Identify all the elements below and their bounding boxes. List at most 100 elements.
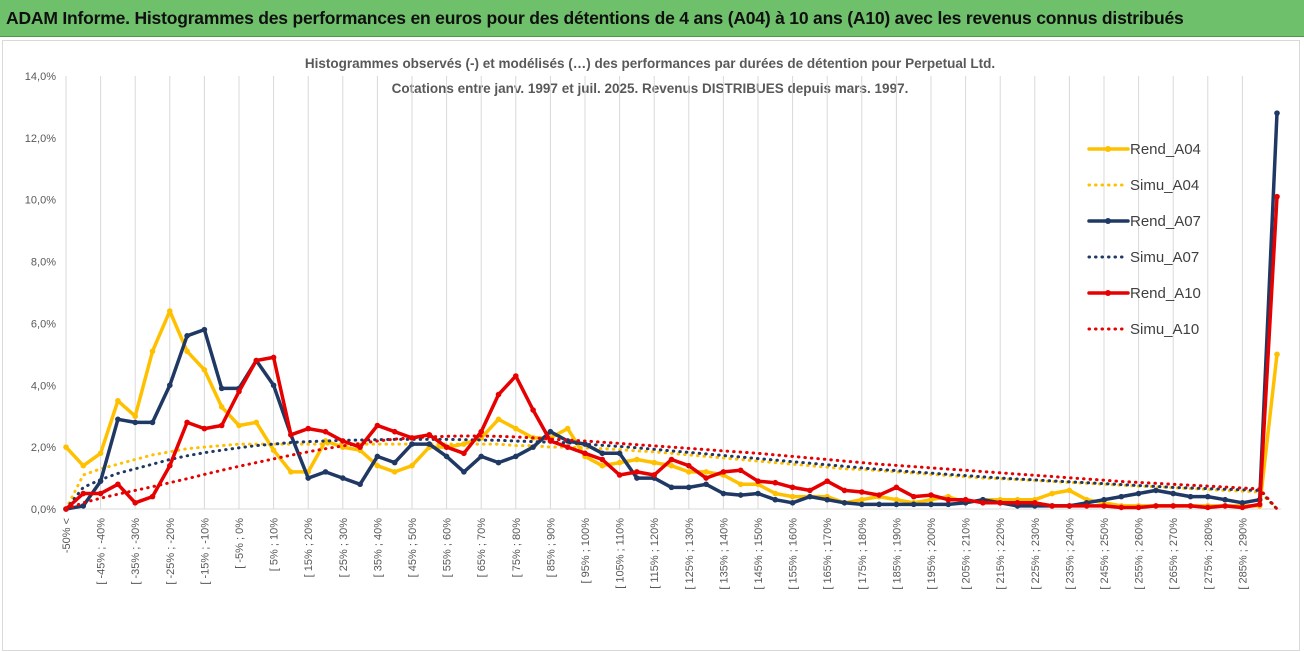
data-point-Rend_A07 <box>184 333 190 339</box>
data-point-Rend_A07 <box>322 469 329 475</box>
data-point-Rend_A07 <box>149 419 156 426</box>
data-point-Rend_A07 <box>305 475 312 481</box>
data-point-Rend_A10 <box>962 496 969 503</box>
data-point-Rend_A07 <box>80 503 87 509</box>
data-point-Rend_A07 <box>1187 493 1194 500</box>
data-point-Rend_A04 <box>253 419 260 426</box>
data-point-Rend_A10 <box>253 357 260 364</box>
data-point-Rend_A07 <box>634 475 640 481</box>
data-point-Rend_A07 <box>686 484 692 491</box>
legend-marker-Rend_A04 <box>1105 146 1111 152</box>
data-point-Rend_A04 <box>322 438 329 444</box>
data-point-Rend_A10 <box>149 493 156 500</box>
data-point-Rend_A07 <box>530 444 536 450</box>
data-point-Rend_A07 <box>495 459 502 466</box>
x-tick-label: [ 155% ; 160% <box>788 518 800 590</box>
x-tick-label: [ 195% ; 200% <box>926 518 938 590</box>
legend-label-Rend_A04: Rend_A04 <box>1130 141 1201 158</box>
data-point-Rend_A04 <box>495 416 502 423</box>
data-point-Rend_A04 <box>97 450 104 457</box>
data-point-Rend_A10 <box>824 478 830 484</box>
data-point-Rend_A04 <box>115 397 121 404</box>
y-tick-label: 12,0% <box>25 133 56 145</box>
x-tick-label: [ 5% ; 10% <box>269 518 281 571</box>
data-point-Rend_A04 <box>703 469 709 475</box>
x-tick-label: [ -5% ; 0% <box>234 518 246 569</box>
x-tick-label: [ 135% ; 140% <box>718 518 730 590</box>
x-tick-label: [ 215% ; 220% <box>995 518 1007 590</box>
x-tick-label: [ 285% ; 290% <box>1237 518 1249 590</box>
data-point-Rend_A10 <box>1066 503 1073 509</box>
data-point-Rend_A10 <box>1187 503 1194 509</box>
data-point-Rend_A07 <box>132 419 138 426</box>
legend-label-Rend_A07: Rend_A07 <box>1130 213 1201 230</box>
y-tick-label: 6,0% <box>31 318 56 330</box>
data-point-Rend_A04 <box>928 496 934 503</box>
data-point-Rend_A10 <box>582 450 588 457</box>
data-point-Rend_A10 <box>1239 504 1246 511</box>
data-point-Rend_A10 <box>928 492 934 498</box>
x-tick-label: [ 95% ; 100% <box>580 518 592 584</box>
series-line-Simu_A10 <box>64 434 1279 511</box>
data-point-Rend_A07 <box>340 475 346 481</box>
data-point-Rend_A04 <box>737 481 744 488</box>
data-point-Rend_A04 <box>1274 351 1280 358</box>
data-point-Rend_A10 <box>513 373 519 379</box>
data-point-Rend_A07 <box>478 453 485 460</box>
data-point-Rend_A10 <box>374 422 381 429</box>
series-Simu_A04 <box>64 442 1279 511</box>
x-tick-label: [ 165% ; 170% <box>822 518 834 590</box>
x-tick-label: [ 25% ; 30% <box>338 518 350 578</box>
data-point-Rend_A10 <box>686 462 692 469</box>
data-point-Rend_A10 <box>1118 504 1125 511</box>
data-point-Rend_A07 <box>461 469 467 475</box>
data-point-Rend_A04 <box>893 496 900 503</box>
data-point-Rend_A07 <box>167 382 173 389</box>
series-line-Rend_A04 <box>64 309 1279 508</box>
data-point-Rend_A07 <box>1135 490 1142 497</box>
x-tick-label: [ 115% ; 120% <box>649 518 661 589</box>
data-point-Rend_A10 <box>236 388 242 395</box>
chart-title-line-2: Cotations entre janv. 1997 et juil. 2025… <box>392 81 909 96</box>
legend: Rend_A04 Simu_A04 Rend_A07 Simu_A07 Rend_A10… <box>1087 141 1201 338</box>
x-tick-label: [ 245% ; 250% <box>1099 518 1111 590</box>
legend-marker-Rend_A10 <box>1105 290 1111 296</box>
y-tick-label: 10,0% <box>25 195 56 207</box>
data-point-Rend_A10 <box>1256 501 1263 508</box>
data-point-Rend_A07 <box>737 492 744 498</box>
data-point-Rend_A04 <box>391 469 398 475</box>
data-point-Rend_A07 <box>824 496 830 503</box>
x-tick-label: [ 45% ; 50% <box>407 518 419 578</box>
data-point-Rend_A07 <box>945 501 952 508</box>
data-point-Rend_A10 <box>564 444 571 450</box>
data-point-Rend_A10 <box>443 444 450 450</box>
series-group <box>63 110 1280 512</box>
data-point-Rend_A07 <box>876 501 882 508</box>
data-point-Rend_A10 <box>703 475 709 481</box>
data-point-Rend_A04 <box>616 459 623 466</box>
legend-label-Simu_A04: Simu_A04 <box>1130 177 1199 194</box>
y-tick-label: 14,0% <box>25 71 56 83</box>
data-point-Rend_A04 <box>1066 487 1073 494</box>
data-point-Rend_A07 <box>1222 496 1228 503</box>
data-point-Rend_A10 <box>599 456 606 463</box>
x-tick-label: [ -15% ; -10% <box>199 518 211 585</box>
y-tick-label: 8,0% <box>31 257 56 269</box>
legend-label-Simu_A07: Simu_A07 <box>1130 249 1199 266</box>
data-point-Rend_A04 <box>167 308 173 314</box>
data-point-Rend_A07 <box>513 453 519 460</box>
data-point-Rend_A10 <box>841 487 848 494</box>
data-point-Rend_A07 <box>599 450 606 457</box>
data-point-Rend_A04 <box>1049 490 1055 497</box>
x-tick-label: [ 75% ; 80% <box>511 518 523 578</box>
data-point-Rend_A04 <box>634 456 640 463</box>
data-point-Rend_A07 <box>115 416 121 423</box>
legend-label-Simu_A10: Simu_A10 <box>1130 321 1199 338</box>
data-point-Rend_A04 <box>218 404 225 410</box>
data-point-Rend_A10 <box>1170 503 1176 509</box>
data-point-Rend_A07 <box>270 382 277 389</box>
data-point-Rend_A10 <box>1222 503 1228 509</box>
data-point-Rend_A04 <box>236 422 242 429</box>
data-point-Rend_A04 <box>513 425 519 432</box>
data-point-Rend_A04 <box>409 462 415 469</box>
